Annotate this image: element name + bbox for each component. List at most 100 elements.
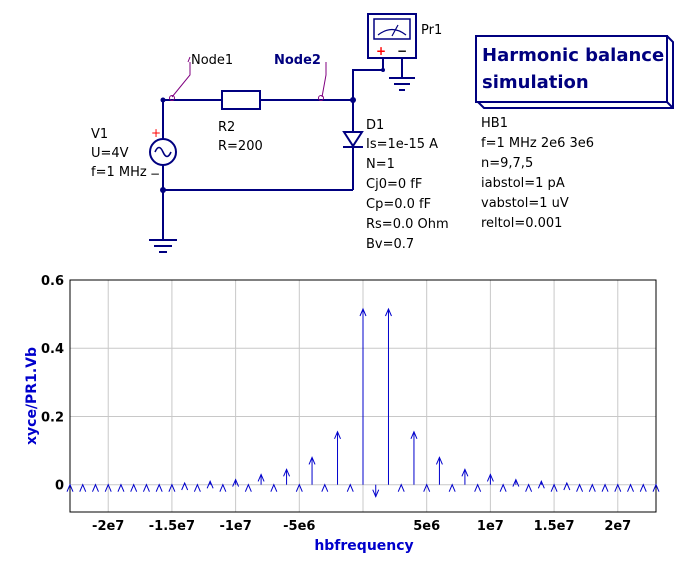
diode-d1[interactable] [342, 131, 364, 148]
x-tick-label: 1e7 [477, 519, 504, 534]
stem-arrow [397, 483, 405, 492]
y-axis-label: xyce/PR1.Vb [24, 347, 40, 445]
hb-title-line2: simulation [482, 72, 589, 93]
plot-frame [69, 279, 657, 513]
junctions [160, 68, 385, 193]
hb-reltol: reltol=0.001 [481, 216, 562, 231]
hb-params: HB1 f=1 MHz 2e6 3e6 n=9,7,5 iabstol=1 pA… [481, 116, 594, 231]
node1-marker [169, 95, 175, 101]
stem-arrow [525, 483, 533, 492]
node2-label-group: Node2 [274, 53, 327, 101]
junction-probe [381, 68, 385, 72]
source-voltage: U=4V [91, 146, 129, 161]
x-tick-label: 1.5e7 [534, 519, 575, 534]
stem-arrow [79, 483, 87, 492]
stem-arrow [486, 473, 494, 482]
stem-arrow [168, 483, 176, 492]
stem-arrow [142, 483, 150, 492]
stem-arrow [512, 478, 520, 487]
junction-left [160, 187, 166, 193]
stem-arrow [576, 483, 584, 492]
stem-arrow [346, 483, 354, 492]
x-tick-label: 5e6 [413, 519, 440, 534]
stem-arrow [652, 483, 660, 492]
source-frequency: f=1 MHz [91, 165, 147, 180]
probe-label: Pr1 [421, 23, 442, 38]
stem-arrow [308, 456, 316, 465]
diode-params: D1 Is=1e-15 A N=1 Cj0=0 fF Cp=0.0 fF Rs=… [366, 118, 449, 252]
diode-name: D1 [366, 118, 384, 133]
stem-arrow [448, 483, 456, 492]
stem-arrow [601, 483, 609, 492]
node1-label: Node1 [191, 53, 233, 68]
probe-minus: − [397, 44, 407, 58]
stem-arrow [104, 483, 112, 492]
node1-label-group: Node1 [169, 53, 233, 101]
stem-arrow [588, 483, 596, 492]
node1-leader [171, 56, 191, 98]
y-tick-label: 0 [55, 479, 64, 494]
diode-n: N=1 [366, 157, 395, 172]
resistor-r2[interactable] [221, 90, 261, 110]
junction-left-top [160, 97, 166, 103]
diode-cj0: Cj0=0 fF [366, 177, 422, 192]
stem-arrow [550, 483, 558, 492]
stem-arrow [423, 483, 431, 492]
stem-arrow [321, 483, 329, 492]
stem-arrow [92, 483, 99, 492]
y-tick-label: 0.4 [41, 342, 64, 357]
probe-ground-icon [389, 77, 415, 91]
diode-is: Is=1e-15 A [366, 137, 438, 152]
hb-box-frame [475, 35, 668, 103]
hb-simulation-box[interactable]: Harmonic balance simulation [475, 35, 674, 109]
stem-arrow [461, 468, 469, 477]
stem-arrow [410, 430, 418, 440]
resistor-name: R2 [218, 120, 235, 135]
ground-icon [149, 239, 177, 253]
wire-probe [352, 58, 384, 100]
stem-chart: -2e7 -1.5e7 -1e7 -5e6 5e6 1e7 1.5e7 2e7 0 0.2 0.4… [24, 274, 660, 554]
stem-arrow [627, 483, 634, 492]
node2-leader [321, 62, 327, 98]
stem-arrow [117, 483, 125, 492]
x-tick-label: 2e7 [604, 519, 631, 534]
stem-arrow [385, 307, 392, 317]
stem-arrow [66, 483, 74, 492]
diode-triangle [342, 131, 364, 148]
y-tick-label: 0.6 [41, 274, 64, 289]
schematic: Node1 Node2 R2 R=200 + − V1 U=4V f=1 MHz… [91, 13, 674, 253]
stem-arrow [359, 307, 367, 317]
junction-top [350, 97, 356, 103]
y-tick-labels: 0 0.2 0.4 0.6 [41, 274, 64, 494]
source-plus: + [151, 126, 161, 140]
node2-marker [318, 95, 324, 101]
stem-arrow [232, 478, 240, 487]
hb-vabstol: vabstol=1 uV [481, 196, 569, 211]
x-tick-label: -1.5e7 [149, 519, 195, 534]
sine-icon [154, 146, 172, 158]
resistor-value: R=200 [218, 139, 263, 154]
stem-arrow [295, 483, 303, 492]
source-name: V1 [91, 127, 108, 142]
voltage-probe[interactable] [367, 13, 417, 59]
ac-voltage-source[interactable] [149, 138, 177, 166]
chart-stems [66, 307, 660, 498]
stem-arrow [270, 483, 278, 492]
y-tick-label: 0.2 [41, 410, 64, 425]
x-tick-label: -2e7 [92, 519, 124, 534]
hb-frequencies: f=1 MHz 2e6 3e6 [481, 136, 594, 151]
stem-arrow [193, 483, 201, 492]
wires [162, 58, 403, 240]
source-minus: − [150, 167, 160, 181]
probe-needle-icon [377, 24, 407, 37]
stem-arrow [219, 483, 227, 492]
diode-cp: Cp=0.0 fF [366, 197, 431, 212]
stem-arrow [244, 483, 252, 492]
hb-name: HB1 [481, 116, 508, 131]
stem-arrow [563, 481, 571, 491]
stem-arrow [372, 489, 380, 498]
stem-arrow [537, 480, 545, 489]
stem-arrow [499, 483, 507, 492]
stem-arrow [435, 456, 443, 465]
